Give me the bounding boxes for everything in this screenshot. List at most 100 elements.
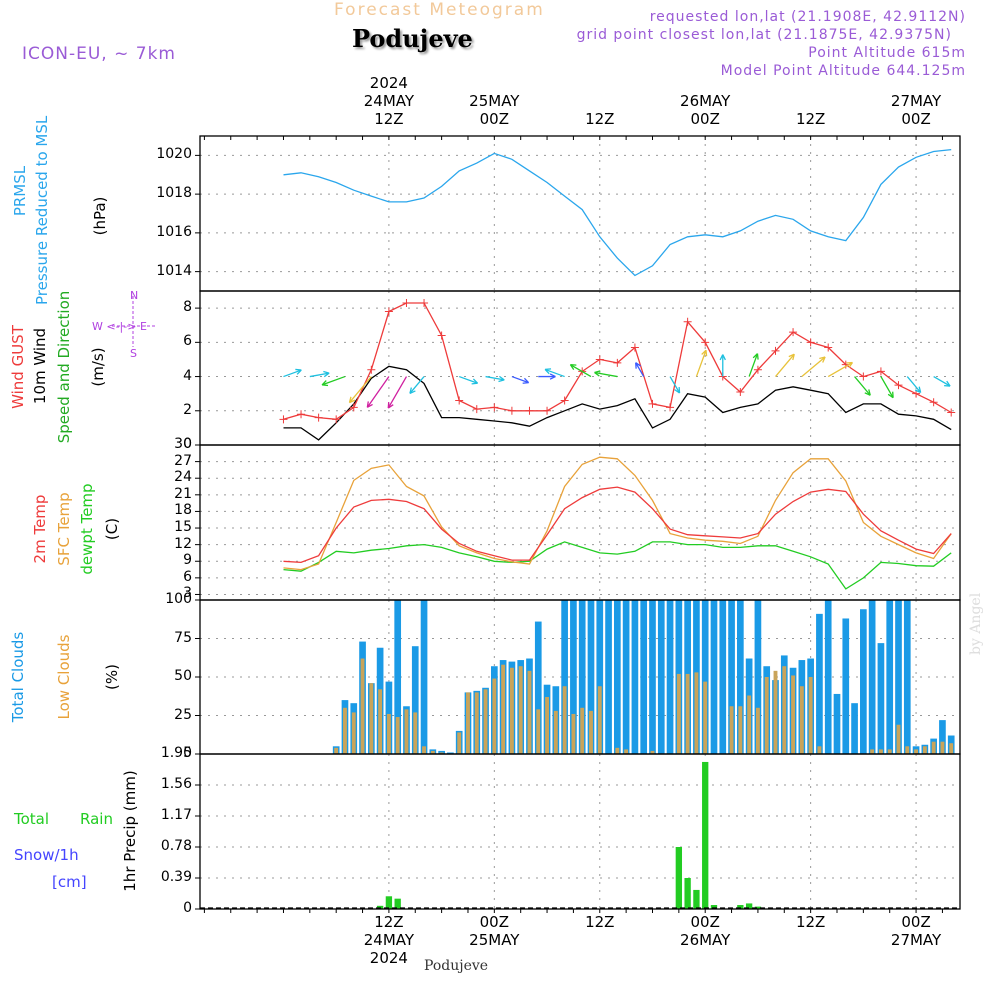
- y-tick-label-0: 1018: [156, 185, 192, 202]
- bottom-time-label: 00Z: [479, 913, 510, 931]
- y-tick-label-2: 3: [183, 585, 192, 602]
- gust-point-marker: [947, 408, 956, 417]
- bottom-time-label: 25MAY: [469, 931, 520, 949]
- bottom-time-label: 00Z: [901, 913, 931, 931]
- low-cloud-bar: [870, 749, 875, 754]
- rain-bar: [745, 903, 753, 909]
- y-tick-label-3: 0: [183, 745, 192, 761]
- total-cloud-bar: [816, 613, 823, 754]
- low-cloud-bar: [764, 677, 769, 754]
- wind-arrow-head: [944, 380, 951, 387]
- low-cloud-bar: [571, 713, 576, 754]
- wind-arrow-head: [701, 349, 708, 357]
- wind-direction-arrow: [748, 353, 759, 377]
- total-cloud-bar: [534, 621, 542, 754]
- wind-direction-arrow: [511, 375, 529, 384]
- y-tick-label-2: 12: [174, 535, 192, 552]
- rain-bar: [702, 761, 709, 909]
- low-cloud-bar: [694, 672, 699, 754]
- y-tick-label-1: 6: [183, 333, 192, 350]
- wind-arrow-head: [323, 370, 330, 378]
- y-tick-label-1: 8: [183, 299, 192, 316]
- bottom-time-label: 26MAY: [680, 931, 731, 949]
- wind-direction-arrow: [774, 353, 795, 377]
- compass-north: N: [130, 289, 139, 302]
- wind-arrow-head: [569, 364, 577, 370]
- low-cloud-bar: [386, 713, 391, 754]
- low-cloud-bar: [729, 706, 734, 754]
- total-cloud-bar: [578, 600, 586, 754]
- total-cloud-bar: [570, 600, 577, 754]
- wind-direction-arrow: [321, 375, 346, 386]
- y-tick-label-1: 0: [183, 436, 192, 452]
- chart-small-title: Forecast Meteogram: [334, 0, 545, 20]
- y-tick-label-2: 9: [183, 552, 192, 569]
- wind-direction-arrow: [409, 376, 425, 394]
- total-cloud-bar: [903, 600, 911, 754]
- low-cloud-bar: [878, 749, 883, 754]
- low-cloud-bar: [562, 686, 567, 754]
- y-tick-label-2: 30: [174, 436, 192, 452]
- total-cloud-bar: [851, 703, 858, 754]
- total-cloud-bar: [596, 600, 604, 754]
- low-cloud-bar: [773, 670, 778, 754]
- wind-arrow-head: [387, 402, 394, 409]
- top-time-label: 00Z: [479, 110, 510, 128]
- total-cloud-bar: [640, 600, 648, 754]
- gust-point-marker: [595, 355, 604, 364]
- low-cloud-bar: [351, 712, 356, 754]
- low-cloud-bar: [466, 692, 470, 754]
- y-tick-label-4: 1.56: [160, 776, 192, 792]
- total-cloud-bar: [833, 693, 841, 754]
- gust-point-marker: [701, 338, 710, 347]
- rain-bar: [394, 898, 401, 909]
- precip-axis-label: 1hr Precip (mm): [121, 770, 139, 892]
- low-cloud-bar: [545, 697, 549, 754]
- low-cloud-bar: [589, 710, 593, 754]
- low-cloud-bar: [799, 686, 804, 754]
- pressure-series-line: [283, 148, 952, 277]
- low-cloud-bar: [940, 741, 945, 754]
- total-cloud-bar: [561, 600, 568, 754]
- low-cloud-bar: [483, 689, 488, 754]
- total-cloud-bar: [728, 600, 735, 754]
- low-cloud-bar: [914, 749, 919, 754]
- y-tick-label-2: 15: [174, 519, 192, 536]
- low-cloud-bar: [624, 749, 629, 754]
- low-cloud-bar: [536, 709, 541, 754]
- gust-point-marker: [349, 403, 358, 412]
- dewpt-series-line: [283, 541, 952, 590]
- low-cloud-bar: [439, 752, 444, 754]
- wind-direction-arrow: [827, 361, 853, 378]
- rain-bar: [684, 878, 691, 909]
- gust-point-marker: [525, 406, 534, 415]
- low-cloud-bar: [931, 741, 936, 754]
- y-tick-label-3: 50: [174, 668, 192, 684]
- gust-point-marker: [613, 358, 622, 367]
- gust-point-marker: [648, 399, 657, 408]
- total-cloud-bar: [438, 750, 445, 754]
- model-label: ICON-EU, ~ 7km: [22, 44, 176, 64]
- gust-point-marker: [490, 403, 499, 412]
- low-cloud-bar: [404, 709, 409, 754]
- gust-point-marker: [455, 396, 464, 405]
- total-cloud-bar: [622, 600, 630, 754]
- grid-point-coords: grid point closest lon,lat (21.1875E, 42…: [576, 27, 952, 43]
- wind-arrow-head: [788, 353, 795, 361]
- total-cloud-bar: [895, 600, 902, 754]
- gust-point-marker: [314, 413, 323, 422]
- gust-point-marker: [279, 415, 288, 424]
- top-time-label: 12Z: [795, 110, 826, 128]
- wind-direction-arrow: [485, 375, 505, 381]
- gust-point-marker: [894, 381, 903, 390]
- low-cloud-bar: [817, 746, 822, 754]
- wind-direction-arrow: [570, 364, 592, 378]
- low-cloud-bar: [747, 695, 752, 754]
- top-time-label: 25MAY: [469, 92, 520, 110]
- low-cloud-bar: [597, 686, 602, 754]
- total-cloud-bar: [710, 600, 718, 754]
- rain-bar: [754, 906, 762, 909]
- low-cloud-bar: [501, 664, 506, 754]
- wind-arrow-head: [914, 386, 922, 394]
- sfc-temp-series-line: [283, 456, 952, 571]
